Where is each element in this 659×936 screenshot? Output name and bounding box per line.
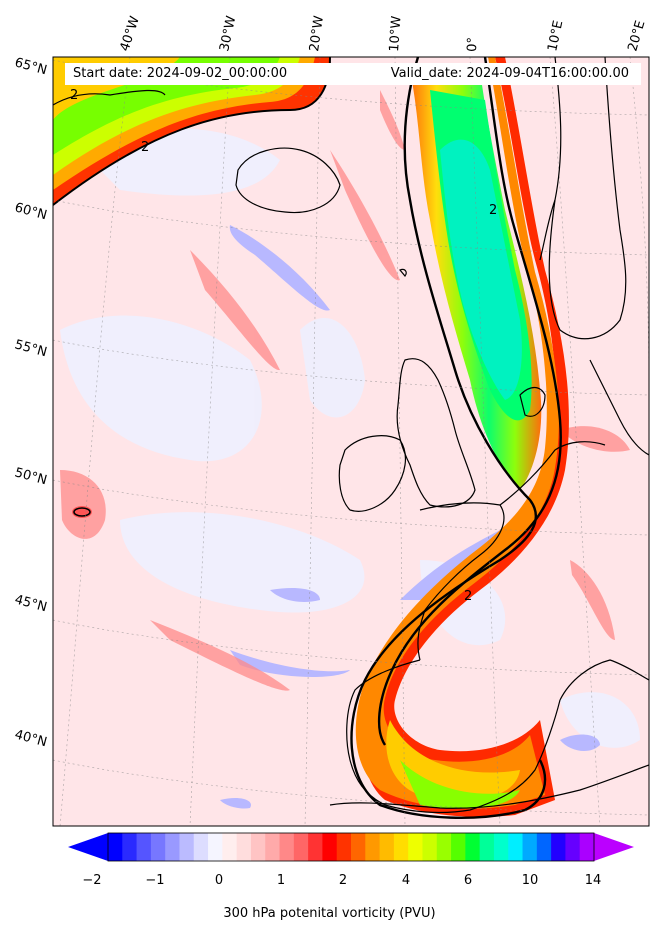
contour-label: 2 — [70, 88, 78, 103]
contour-label: 2 — [489, 203, 497, 218]
colorbar-bin — [336, 833, 352, 861]
lon-label: 20°E — [625, 19, 648, 53]
colorbar-bin — [422, 833, 438, 861]
colorbar-over-arrow — [594, 833, 634, 861]
latitude-labels: 65°N 60°N 55°N 50°N 45°N 40°N — [13, 55, 49, 750]
lat-label: 60°N — [13, 200, 49, 223]
colorbar-bin — [165, 833, 180, 861]
colorbar-title: 300 hPa potenital vorticity (PVU) — [223, 906, 436, 921]
start-date-label: Start date: 2024-09-02_00:00:00 — [73, 66, 288, 81]
colorbar-tick-label: 14 — [585, 873, 602, 888]
colorbar-bin — [379, 833, 395, 861]
norway-west-coast — [539, 199, 556, 261]
colorbar-bin — [565, 833, 581, 861]
cutoff-low-west — [72, 506, 92, 518]
iberia-coast — [346, 659, 561, 814]
colorbar-bin — [308, 833, 323, 861]
red-pv-streaks — [60, 90, 630, 691]
africa-coast — [329, 764, 649, 809]
colorbar-bin — [393, 833, 409, 861]
colorbar-tick-label: 6 — [464, 873, 472, 888]
lon-label: 10°E — [545, 19, 566, 53]
colorbar-tick-label: 10 — [522, 873, 539, 888]
map-frame — [52, 56, 650, 827]
pv-streamer — [350, 57, 569, 819]
colorbar-bin — [122, 833, 138, 861]
baltic-coast — [589, 359, 649, 456]
colorbar-bin — [279, 833, 295, 861]
colorbar-bin — [265, 833, 281, 861]
colorbar-bin — [236, 833, 252, 861]
colorbar-bin — [465, 833, 481, 861]
colorbar-tick-label: −2 — [82, 873, 101, 888]
lon-label: 10°W — [387, 15, 404, 52]
colorbar-bin — [436, 833, 452, 861]
colorbar-bin — [536, 833, 552, 861]
valid-date-label: Valid_date: 2024-09-04T16:00:00.00 — [390, 66, 629, 81]
contour-label: 2 — [464, 589, 472, 604]
colorbar-bin — [193, 833, 209, 861]
lat-label: 50°N — [13, 465, 49, 488]
denmark-coast — [519, 386, 546, 417]
colorbar-bin — [250, 833, 266, 861]
ireland-coast — [338, 435, 407, 512]
contour-labels: 2 2 2 2 — [70, 88, 497, 604]
colorbar-frame — [107, 832, 595, 862]
lat-label: 55°N — [13, 337, 49, 360]
iceland-coast — [235, 147, 341, 214]
header-box — [65, 63, 641, 85]
colorbar-bin — [136, 833, 152, 861]
colorbar-under-arrow — [68, 833, 108, 861]
faroe-island — [399, 268, 407, 277]
colorbar-bin — [293, 833, 309, 861]
colorbar-bin — [365, 833, 381, 861]
contour-label: 2 — [141, 140, 149, 155]
lat-label: 45°N — [13, 592, 49, 615]
map-area: 2 2 2 2 — [53, 57, 649, 826]
colorbar-bin — [579, 833, 595, 861]
colorbar-bin — [408, 833, 423, 861]
colorbar-bin — [551, 833, 566, 861]
colorbar-tick-label: 0 — [215, 873, 223, 888]
colorbar-tick-label: 4 — [402, 873, 410, 888]
colorbar-tick-label: 1 — [277, 873, 285, 888]
colorbar-bin — [493, 833, 509, 861]
colorbar-tick-label: −1 — [145, 873, 164, 888]
france-coast — [417, 502, 505, 661]
colorbar-ticks: −2 −1 0 1 2 4 6 10 14 — [82, 873, 601, 888]
colorbar-tick-label: 2 — [339, 873, 347, 888]
scandinavia-coast — [548, 57, 627, 340]
colorbar-bin — [108, 833, 123, 861]
colorbar: −2 −1 0 1 2 4 6 10 14 — [68, 832, 634, 888]
north-europe-coast — [499, 441, 606, 506]
italy-coast — [559, 659, 649, 701]
lon-label: 20°W — [307, 15, 327, 53]
lon-label: 0° — [465, 37, 481, 52]
colorbar-bin — [150, 833, 166, 861]
lat-label: 40°N — [13, 727, 49, 750]
colorbar-bin — [508, 833, 524, 861]
colorbar-bin — [222, 833, 238, 861]
colorbar-bin — [451, 833, 466, 861]
colorbar-bin — [351, 833, 366, 861]
coastlines — [53, 57, 649, 814]
greenland-coast — [53, 89, 166, 106]
lat-label: 65°N — [13, 55, 49, 78]
colorbar-bin — [322, 833, 338, 861]
longitude-labels: 40°W 30°W 20°W 10°W 0° 10°E 20°E — [118, 14, 649, 53]
colorbar-bin — [479, 833, 495, 861]
lon-label: 30°W — [217, 14, 239, 52]
lon-label: 40°W — [118, 14, 143, 53]
colorbar-bin — [522, 833, 538, 861]
great-britain-coast — [396, 358, 476, 508]
colorbar-bins — [108, 833, 595, 861]
colorbar-bin — [208, 833, 223, 861]
colorbar-bin — [179, 833, 195, 861]
